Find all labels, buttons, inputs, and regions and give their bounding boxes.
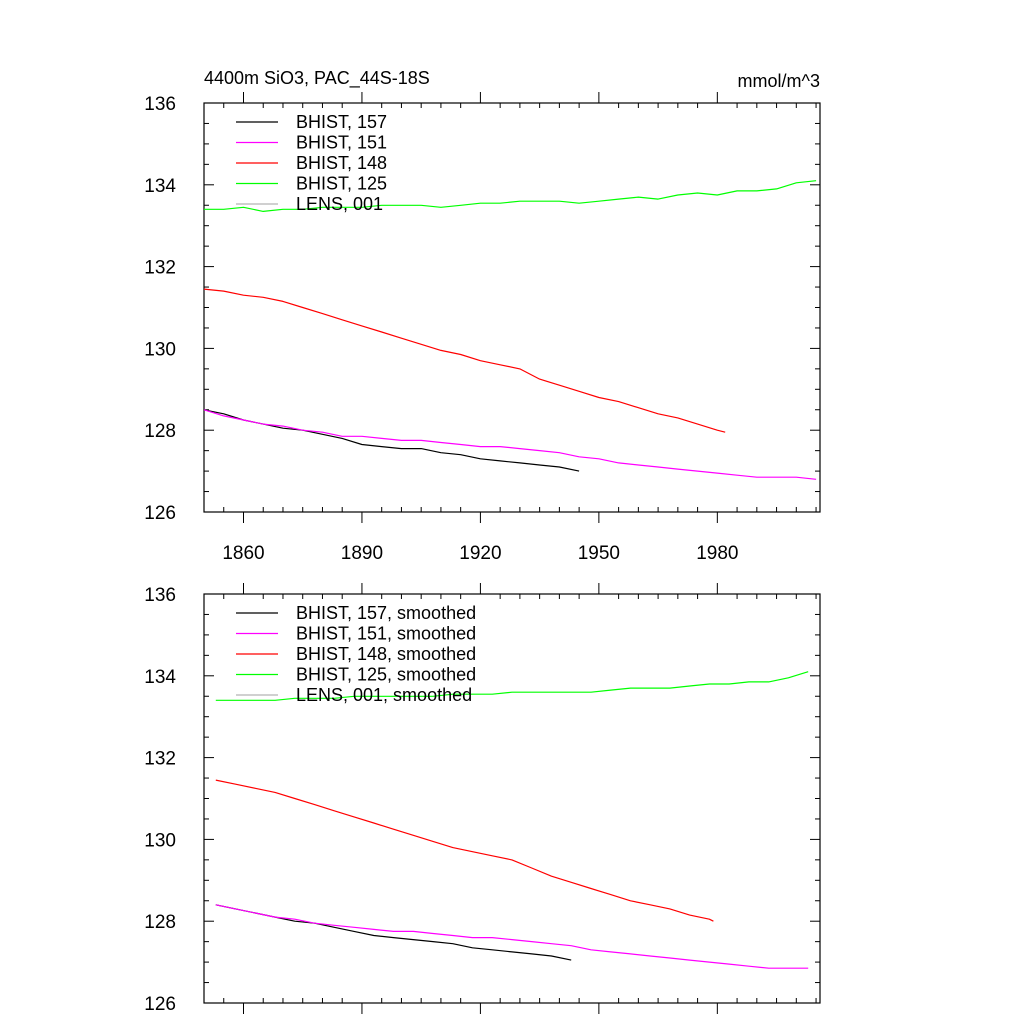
y-tick-label: 132 — [144, 258, 176, 279]
series-line-2 — [203, 288, 726, 433]
legend-label: BHIST, 148, smoothed — [296, 644, 476, 664]
y-tick-label: 134 — [144, 176, 176, 197]
legend-label: BHIST, 157, smoothed — [296, 603, 476, 623]
legend-label: LENS, 001, smoothed — [296, 685, 472, 705]
x-tick-label: 1980 — [696, 543, 738, 564]
y-tick-label: 130 — [144, 830, 176, 851]
series-line-0 — [203, 409, 580, 472]
top-panel: 126 128 130 132 134 136 1860 1890 1920 1950 1980 BH… — [144, 92, 821, 564]
y-tick-label: 134 — [144, 667, 176, 688]
series-line-0 — [215, 904, 572, 961]
legend-label: BHIST, 148 — [296, 153, 387, 173]
y-tick-label: 128 — [144, 421, 176, 442]
x-tick-label: 1890 — [341, 543, 383, 564]
y-tick-label: 136 — [144, 585, 176, 606]
legend-label: BHIST, 125, smoothed — [296, 665, 476, 685]
y-tick-label: 126 — [144, 994, 176, 1015]
legend-label: BHIST, 151 — [296, 133, 387, 153]
x-tick-label: 1860 — [222, 543, 264, 564]
y-tick-label: 132 — [144, 749, 176, 770]
y-tick-label: 136 — [144, 94, 176, 115]
series-line-3 — [215, 671, 809, 701]
x-tick-label: 1920 — [459, 543, 501, 564]
y-tick-label: 126 — [144, 503, 176, 524]
series-line-3 — [204, 180, 817, 212]
x-tick-label: 1950 — [578, 543, 620, 564]
chart-title: 4400m SiO3, PAC_44S-18S — [204, 68, 430, 89]
legend-label: BHIST, 151, smoothed — [296, 624, 476, 644]
y-tick-label: 128 — [144, 912, 176, 933]
legend-label: BHIST, 157 — [296, 112, 387, 132]
legend-label: BHIST, 125 — [296, 174, 387, 194]
series-line-1 — [215, 904, 809, 969]
series-line-1 — [203, 409, 817, 480]
legend-label: LENS, 001 — [296, 194, 383, 214]
y-tick-label: 130 — [144, 339, 176, 360]
series-line-2 — [215, 779, 714, 922]
chart-units: mmol/m^3 — [738, 71, 820, 91]
